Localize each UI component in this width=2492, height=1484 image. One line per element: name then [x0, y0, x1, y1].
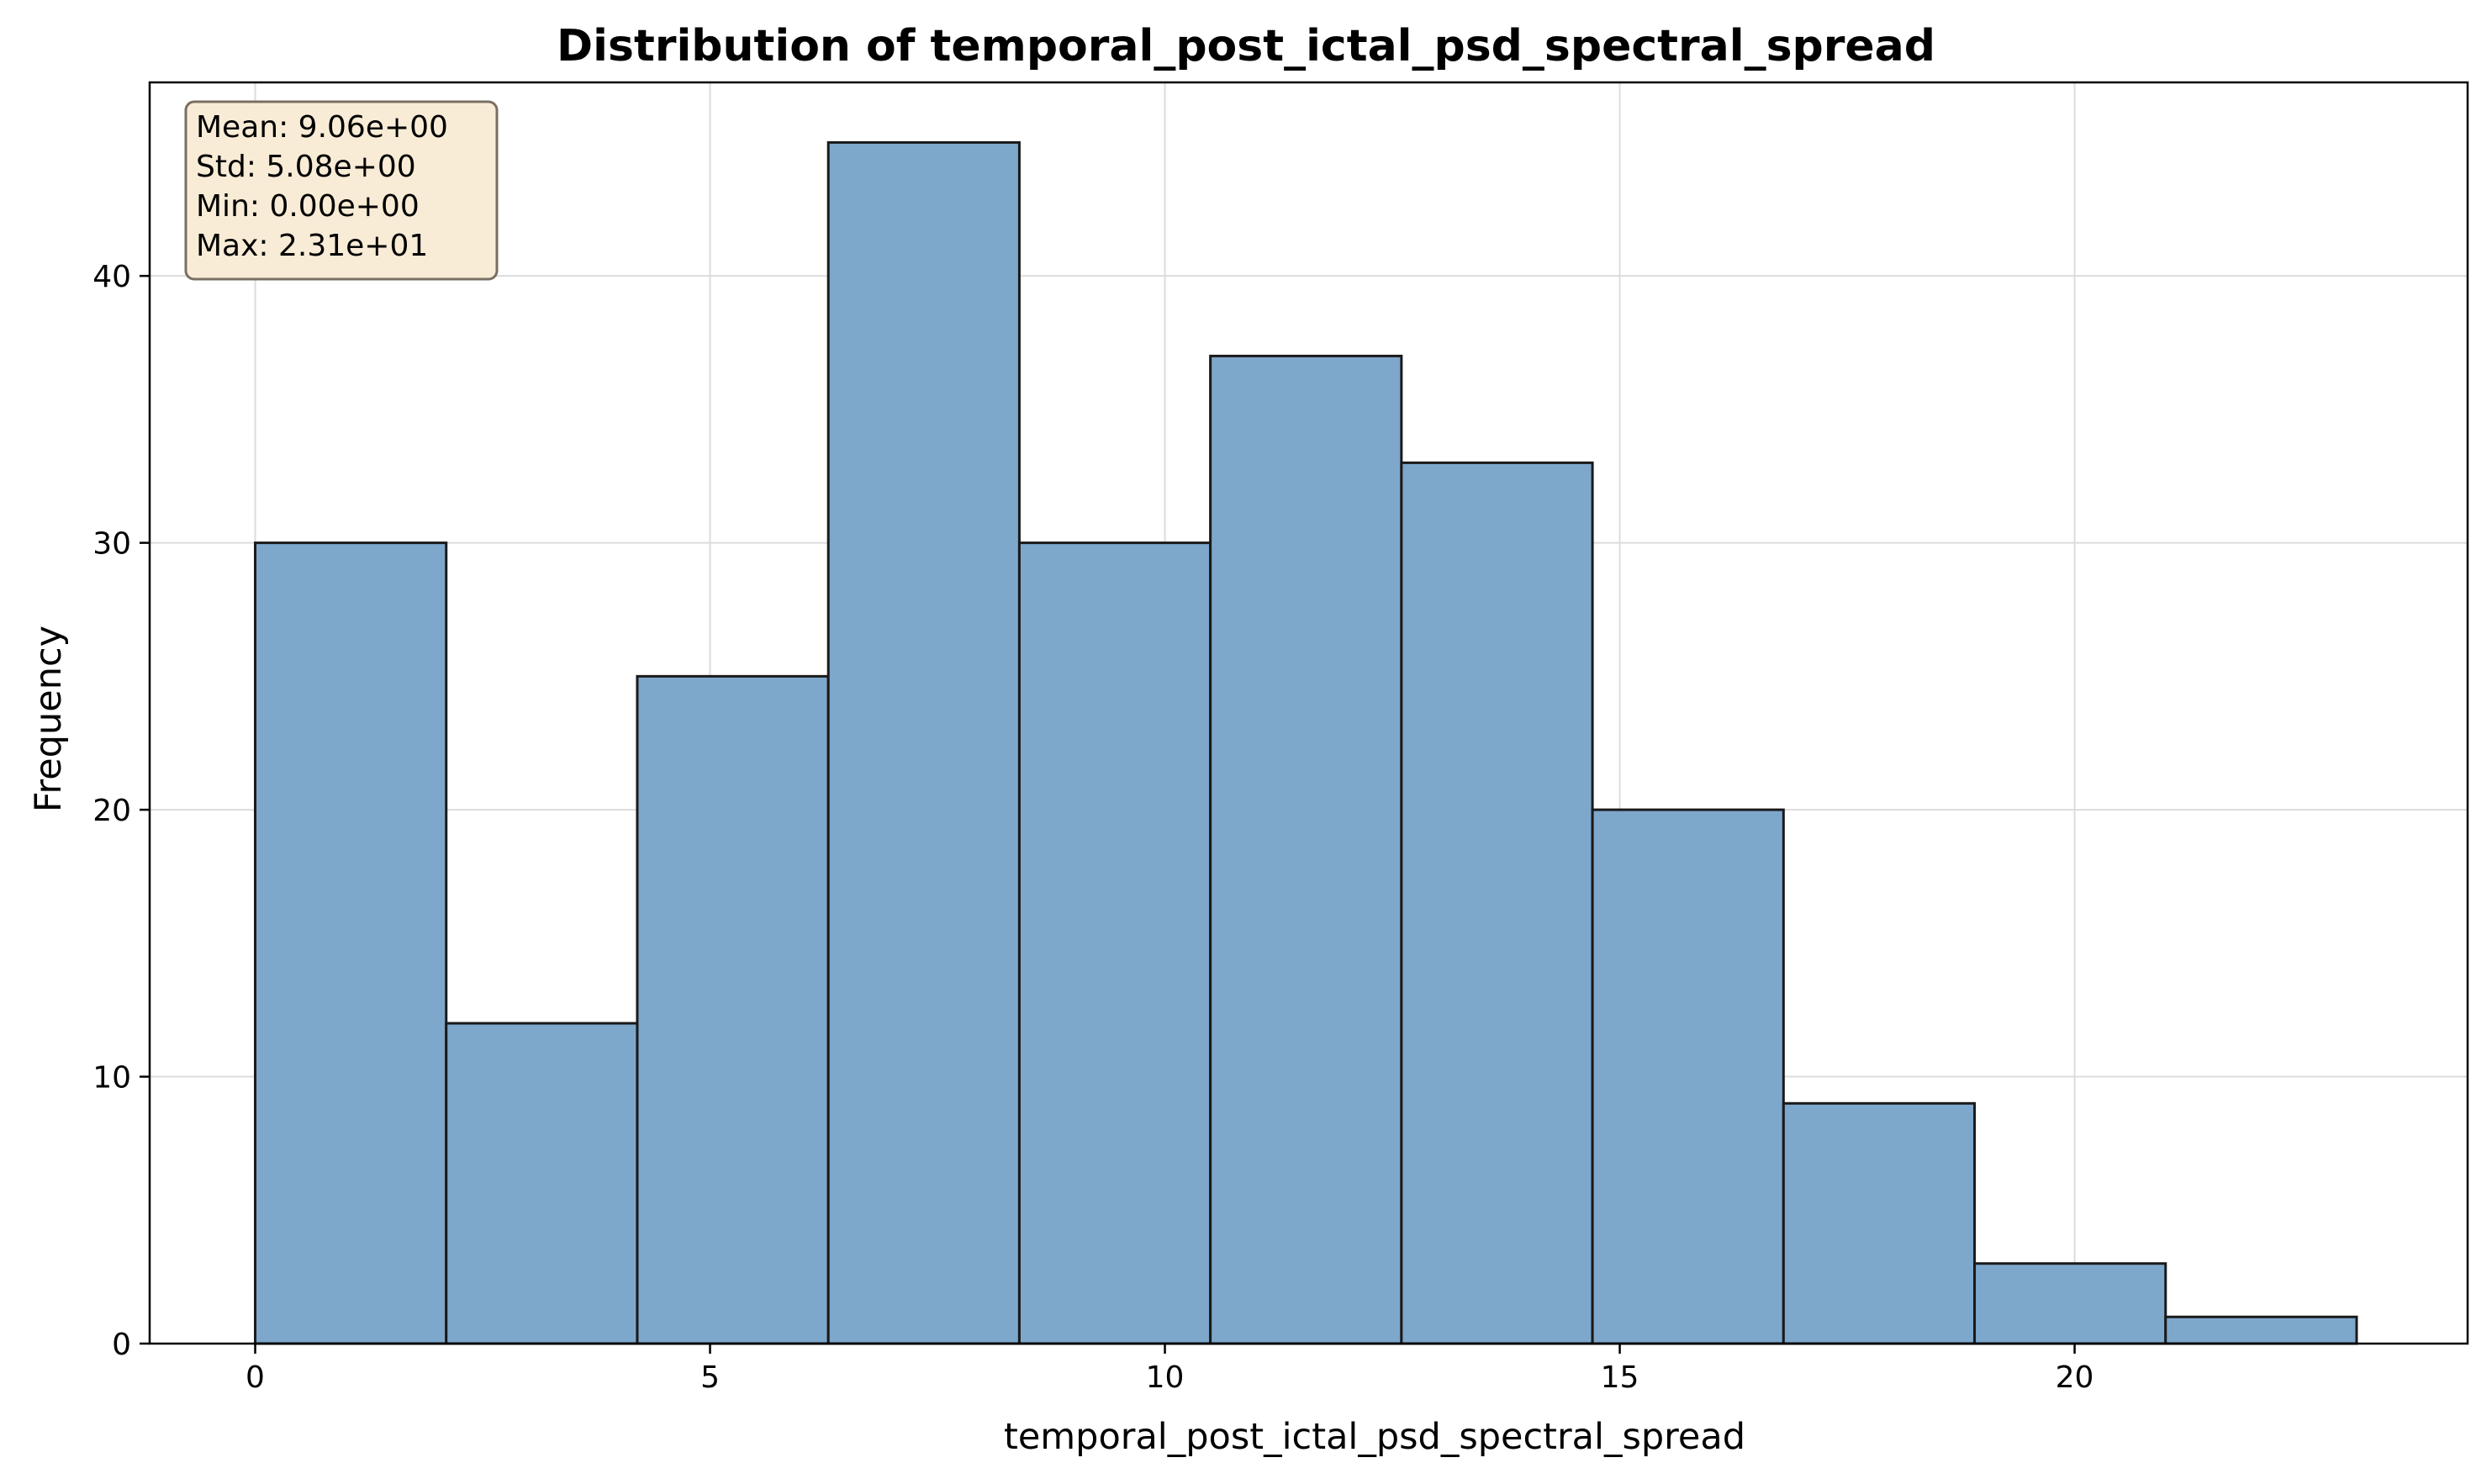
y-axis-ticks: 0 10 20 30 40 [92, 260, 150, 1362]
x-tick-label: 10 [1146, 1360, 1185, 1395]
stats-std: Std: 5.08e+00 [196, 150, 416, 184]
histogram-bar [254, 541, 448, 1345]
x-axis-ticks: 0 5 10 15 20 [246, 1344, 2093, 1395]
plot-frame [148, 81, 2469, 1345]
histogram-bar [636, 674, 830, 1345]
histogram-bar [1591, 808, 1785, 1345]
histogram-bar [1017, 541, 1212, 1345]
x-tick-label: 0 [246, 1360, 265, 1395]
stats-max: Max: 2.31e+01 [196, 229, 428, 263]
stats-box-background [184, 100, 499, 281]
x-axis-label: temporal_post_ictal_psd_spectral_spread [1004, 1416, 1745, 1458]
histogram-bar [445, 1022, 639, 1345]
histogram-bar [1782, 1101, 1977, 1345]
y-tick-label: 10 [92, 1061, 131, 1096]
stats-min: Min: 0.00e+00 [196, 189, 420, 224]
histogram-bars [254, 140, 2358, 1345]
stats-mean: Mean: 9.06e+00 [196, 110, 448, 145]
stats-box: Mean: 9.06e+00 Std: 5.08e+00 Min: 0.00e+… [184, 100, 499, 281]
histogram-bar [2164, 1315, 2358, 1345]
x-tick-label: 5 [700, 1360, 720, 1395]
histogram-bar [826, 140, 1021, 1345]
y-tick-label: 40 [92, 260, 131, 294]
x-tick-label: 20 [2056, 1360, 2094, 1395]
y-tick-label: 0 [112, 1328, 131, 1362]
x-tick-label: 15 [1601, 1360, 1639, 1395]
chart-title: Distribution of temporal_post_ictal_psd_… [557, 21, 1935, 71]
histogram-bar [1400, 461, 1594, 1345]
y-axis-label: Frequency [28, 626, 70, 812]
y-tick-label: 30 [92, 527, 131, 562]
histogram-bar [1973, 1262, 2167, 1345]
histogram-bar [1209, 354, 1403, 1345]
y-tick-label: 20 [92, 794, 131, 828]
